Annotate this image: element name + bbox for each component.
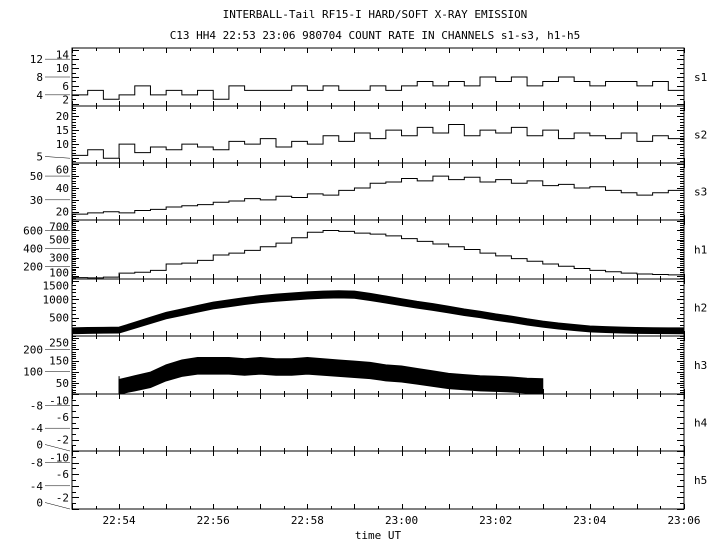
y-tick-label: 0 (36, 497, 43, 510)
x-tick-label: 23:04 (573, 514, 606, 527)
panel-h4: -10 -8 -6 -4 -2 0 h4 (30, 393, 708, 452)
y-tick-leader (44, 444, 71, 452)
x-tick-label: 23:00 (385, 514, 418, 527)
panel-label-h3: h3 (694, 359, 707, 372)
panel-s3: 60 50 40 30 20 s3 (30, 162, 707, 221)
y-tick-label: 150 (49, 355, 69, 368)
y-tick-label: -6 (56, 411, 69, 424)
chart-title: INTERBALL-Tail RF15-I HARD/SOFT X-RAY EM… (223, 8, 528, 21)
y-tick-label: 60 (56, 164, 69, 177)
y-tick-label: -8 (30, 457, 43, 470)
y-tick-label: 100 (49, 267, 69, 280)
panel-h3: 250 200 150 100 50 h3 (23, 335, 707, 395)
y-tick-label: 40 (56, 182, 69, 195)
x-tick-label: 23:02 (479, 514, 512, 527)
y-tick-label: 700 (49, 221, 69, 234)
panel-label-s3: s3 (694, 186, 707, 199)
y-tick-label: 10 (56, 62, 69, 75)
y-tick-label: 250 (49, 337, 69, 350)
y-tick-label: 0 (36, 439, 43, 452)
x-tick-label: 22:54 (103, 514, 136, 527)
y-tick-label: -8 (30, 399, 43, 412)
y-tick-label: 20 (56, 110, 69, 123)
y-tick-label: 2 (62, 94, 69, 107)
y-tick-label: 5 (36, 151, 43, 164)
y-tick-label: -4 (30, 422, 44, 435)
y-tick-label: 50 (30, 170, 43, 183)
y-tick-label: 4 (36, 89, 43, 102)
panel-label-h4: h4 (694, 417, 708, 430)
y-tick-label: 20 (56, 206, 69, 219)
y-tick-label: 14 (56, 49, 70, 62)
panel-label-h2: h2 (694, 302, 707, 315)
y-tick-label: 300 (49, 252, 69, 265)
y-tick-leader (44, 156, 71, 159)
panel-frame (71, 162, 685, 221)
y-tick-label: 200 (23, 261, 43, 274)
x-axis-label: time UT (355, 529, 402, 542)
panel-frame (71, 450, 685, 510)
panel-label-h1: h1 (694, 244, 707, 257)
y-tick-label: -10 (49, 452, 69, 465)
y-tick-leader (44, 502, 71, 510)
y-tick-label: 1500 (43, 280, 70, 293)
x-tick-label: 22:56 (197, 514, 230, 527)
panel-h1: 700 600 500 400 300 200 100 h1 (23, 219, 707, 280)
series-h3-band (118, 357, 544, 395)
y-tick-label: 15 (56, 124, 69, 137)
panel-label-h5: h5 (694, 474, 707, 487)
chart-subtitle: C13 HH4 22:53 23:06 980704 COUNT RATE IN… (170, 29, 581, 42)
y-tick-label: 6 (62, 80, 69, 93)
y-tick-label: -2 (56, 434, 69, 447)
y-tick-label: -10 (49, 395, 69, 408)
y-tick-label: 30 (30, 194, 43, 207)
y-tick-label: 200 (23, 343, 43, 356)
series-s2 (72, 124, 684, 159)
y-tick-label: 600 (23, 224, 43, 237)
y-tick-label: 500 (49, 234, 69, 247)
y-tick-label: -6 (56, 468, 69, 481)
x-tick-label: 22:58 (291, 514, 324, 527)
y-tick-label: 50 (56, 377, 69, 390)
panel-label-s1: s1 (694, 71, 707, 84)
y-tick-label: 500 (49, 312, 69, 325)
y-tick-label: -4 (30, 480, 44, 493)
series-s1 (72, 76, 685, 100)
panel-frame (71, 47, 685, 107)
series-h1 (72, 229, 685, 279)
panel-s1: 14 12 10 8 6 4 2 s1 (30, 47, 707, 107)
panel-frame (71, 393, 685, 452)
y-tick-label: 12 (30, 53, 43, 66)
series-s3 (72, 175, 685, 215)
y-tick-label: 8 (36, 71, 43, 84)
panel-frame (71, 105, 685, 164)
y-tick-label: 400 (23, 243, 43, 256)
x-tick-label: 23:06 (667, 514, 700, 527)
panel-label-s2: s2 (694, 129, 707, 142)
y-tick-label: 1000 (43, 293, 70, 306)
y-tick-label: -2 (56, 491, 69, 504)
y-tick-label: 10 (56, 138, 69, 151)
series-h2-band (71, 290, 685, 335)
y-tick-label: 100 (23, 366, 43, 379)
panel-h5: -10 -8 -6 -4 -2 0 h5 (30, 450, 707, 510)
